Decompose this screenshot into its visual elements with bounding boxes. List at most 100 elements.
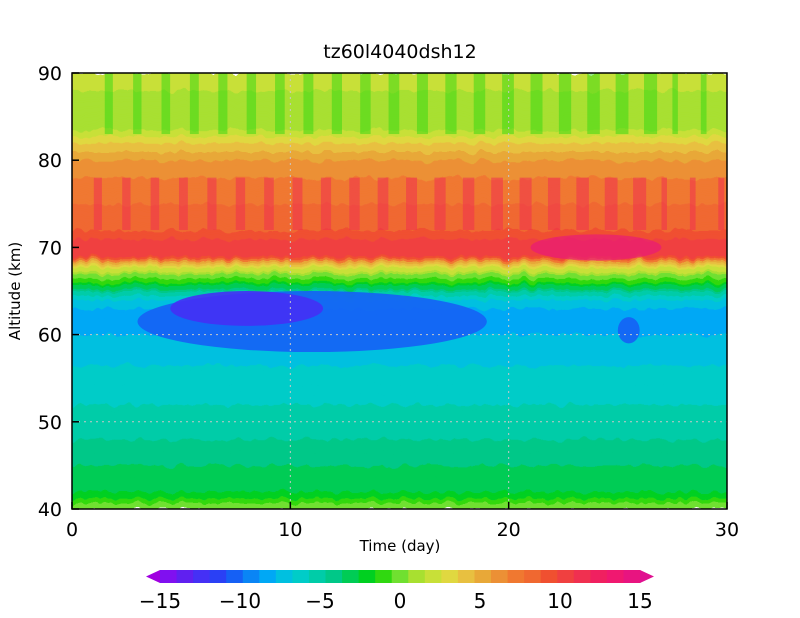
contour-band xyxy=(72,384,727,388)
contour-band xyxy=(72,161,727,166)
contour-band xyxy=(72,414,727,418)
colorbar-swatch xyxy=(408,570,426,583)
contour-band xyxy=(72,120,727,124)
contour-band xyxy=(72,421,727,425)
y-tick-label: 50 xyxy=(38,412,62,434)
cool-stripe xyxy=(729,73,735,134)
contour-band xyxy=(72,445,727,449)
contour-band xyxy=(72,183,727,187)
x-tick-label: 30 xyxy=(715,519,739,541)
contour-band xyxy=(72,275,727,279)
contour-band xyxy=(72,382,727,386)
warm-stripe xyxy=(633,177,647,230)
cool-stripe xyxy=(644,73,658,135)
contour-band xyxy=(72,246,727,251)
contour-band xyxy=(72,388,727,392)
contour-band xyxy=(72,94,727,98)
contour-band xyxy=(72,142,727,146)
colorbar-swatch xyxy=(358,570,376,583)
contour-band xyxy=(72,157,727,161)
contour-band xyxy=(72,443,727,447)
warm-stripe xyxy=(462,177,475,230)
contour-band xyxy=(72,236,727,240)
contour-band xyxy=(72,174,727,179)
contour-band xyxy=(72,194,727,198)
contour-band xyxy=(72,358,727,362)
contour-band xyxy=(72,131,727,135)
contour-band xyxy=(72,373,727,377)
contour-band xyxy=(72,150,727,155)
warm-stripe xyxy=(207,177,217,230)
contour-band xyxy=(72,164,727,168)
colorbar-tick-label: 0 xyxy=(394,589,407,613)
colorbar-swatch xyxy=(590,570,608,583)
contour-band xyxy=(72,279,727,283)
contour-band xyxy=(72,491,727,495)
contour-band xyxy=(72,401,727,405)
contour-band xyxy=(72,218,727,222)
colorbar-swatch xyxy=(325,570,343,583)
cool-stripe xyxy=(331,73,342,135)
chart-title: tz60l4040dsh12 xyxy=(323,41,476,63)
contour-band xyxy=(72,185,727,190)
contour-band xyxy=(72,430,727,434)
cool-stripe xyxy=(530,73,543,135)
contour-band xyxy=(72,473,727,477)
contour-band xyxy=(72,203,727,207)
cool-stripe xyxy=(672,73,678,135)
contour-band xyxy=(72,368,727,373)
contour-band xyxy=(72,240,727,244)
colorbar-tick-label: 10 xyxy=(547,589,572,613)
colorbar-swatch xyxy=(424,570,442,583)
contour-band xyxy=(72,205,727,209)
cool-stripe xyxy=(416,73,428,135)
contour-band xyxy=(72,458,727,462)
contour-band xyxy=(72,73,727,76)
cool-stripe xyxy=(445,73,457,135)
contour-band xyxy=(72,288,727,292)
warm-stripe xyxy=(718,177,725,230)
contour-band xyxy=(72,360,727,364)
contour-band xyxy=(72,410,727,414)
x-tick-label: 0 xyxy=(66,519,78,541)
warm-stripe xyxy=(689,177,696,230)
contour-band xyxy=(72,412,727,416)
contour-band xyxy=(72,214,727,218)
cool-stripe xyxy=(700,73,707,135)
warm-stripe xyxy=(491,177,503,230)
warm-stripe xyxy=(604,177,618,230)
contour-band xyxy=(72,469,727,473)
colorbar-swatch xyxy=(176,570,194,583)
contour-band xyxy=(72,135,727,139)
contour-band xyxy=(72,238,727,242)
warm-stripe xyxy=(434,177,446,230)
contour-band xyxy=(72,447,727,451)
contour-band xyxy=(72,76,727,81)
cool-stripe xyxy=(303,73,314,135)
y-tick-label: 70 xyxy=(38,237,62,259)
contour-band xyxy=(72,198,727,203)
contour-band xyxy=(72,451,727,455)
contour-band xyxy=(72,81,727,85)
contour-band xyxy=(72,140,727,144)
warm-spot xyxy=(530,234,662,261)
cool-stripe xyxy=(360,73,371,135)
colorbar-swatch xyxy=(557,570,575,583)
contour-band xyxy=(72,192,727,196)
contour-band xyxy=(72,427,727,432)
contour-band xyxy=(72,168,727,172)
contour-band xyxy=(72,355,727,360)
colorbar-swatch xyxy=(308,570,327,583)
y-tick-label: 80 xyxy=(38,150,62,172)
warm-stripe xyxy=(178,177,188,230)
contour-band xyxy=(72,377,727,381)
contour-band xyxy=(72,406,727,410)
plot-area xyxy=(72,73,735,509)
contour-band xyxy=(72,349,727,353)
contour-band xyxy=(72,419,727,423)
contour-band xyxy=(72,148,727,152)
colorbar-swatch xyxy=(342,570,360,583)
y-axis: 40 50 60 70 80 90 xyxy=(38,63,79,521)
contour-band xyxy=(72,155,727,159)
contour-band xyxy=(72,456,727,460)
